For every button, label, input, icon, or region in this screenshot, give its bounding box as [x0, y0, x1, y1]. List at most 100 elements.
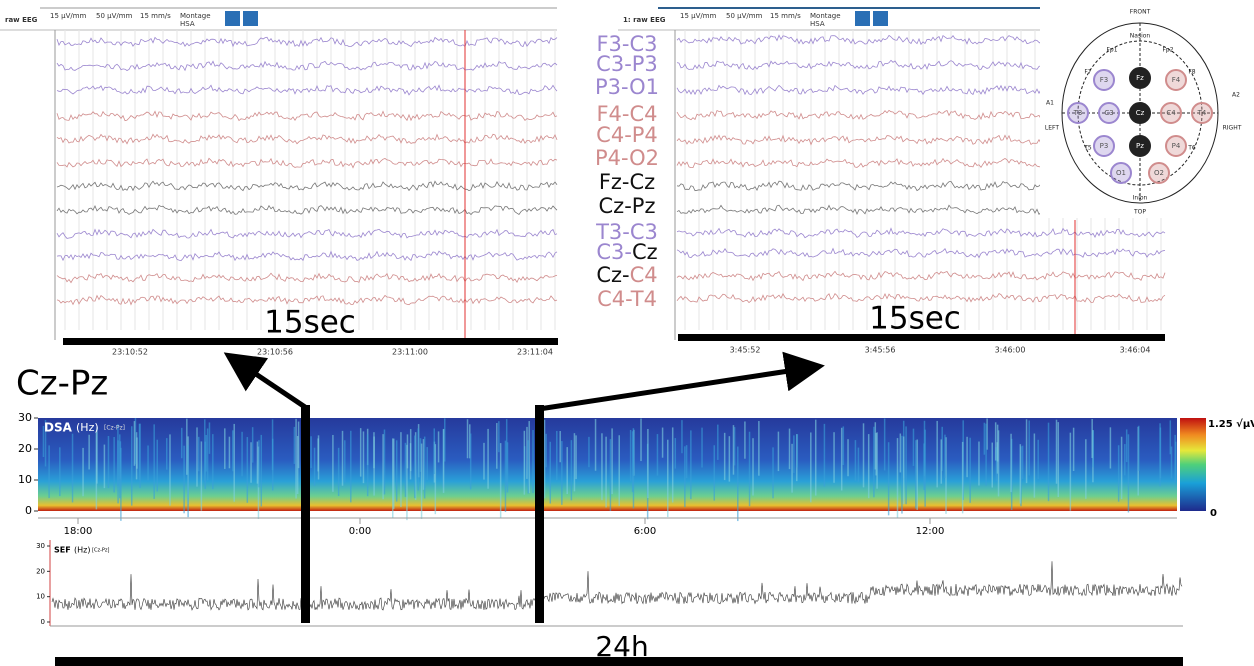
- spectrogram-streak: [983, 422, 986, 455]
- toolbar-button[interactable]: [873, 11, 888, 26]
- spectrogram-streak: [823, 423, 826, 487]
- spectrogram-streak: [945, 437, 947, 514]
- spectrogram-streak: [103, 444, 106, 489]
- spectrogram-streak: [1037, 439, 1039, 479]
- spectrogram-streak: [359, 428, 362, 477]
- channel-part: C3-: [596, 240, 632, 264]
- spectrogram-streak: [135, 432, 138, 480]
- spectrogram-streak: [1033, 433, 1036, 498]
- spectrogram-streak: [134, 418, 137, 465]
- channel-label: C4-T4: [597, 287, 657, 311]
- channel-part: C4: [630, 263, 658, 287]
- spectrogram-streak: [208, 422, 211, 454]
- spectrogram-streak: [1021, 445, 1024, 479]
- spectrogram-streak: [147, 445, 149, 481]
- spectrogram-streak: [400, 432, 402, 507]
- spectrogram-streak: [605, 436, 607, 508]
- sef-unit: (Hz): [74, 546, 90, 555]
- toolbar-button[interactable]: [243, 11, 258, 26]
- spectrogram-streak: [197, 436, 200, 472]
- spectrogram-streak: [713, 445, 716, 501]
- spectrogram-streak: [814, 419, 817, 496]
- spectrogram-streak: [940, 439, 943, 484]
- spectrogram-streak: [296, 435, 299, 495]
- spectrogram-streak: [1069, 432, 1072, 511]
- spectrogram-streak: [916, 439, 918, 510]
- spectrogram-streak: [250, 442, 252, 483]
- spectrogram-streak: [661, 427, 664, 458]
- spectrogram-streak: [684, 446, 686, 508]
- spectrogram-streak: [437, 431, 440, 463]
- spectrogram-streak: [995, 447, 998, 482]
- spectrogram-streak: [499, 443, 502, 518]
- spectrogram-streak: [133, 421, 136, 466]
- spectrogram-streak: [991, 442, 994, 488]
- spectrogram-streak: [414, 435, 416, 499]
- spectrogram-streak: [788, 428, 791, 470]
- spectrogram-streak: [496, 423, 498, 469]
- spectrogram-streak: [748, 431, 751, 507]
- electrode-label: Pz: [1136, 142, 1144, 150]
- channel-label: F4-C4: [596, 102, 657, 126]
- spectrogram-streak: [796, 434, 799, 468]
- spectrogram-streak: [233, 423, 235, 502]
- spectrogram-streak: [246, 437, 249, 503]
- time-label: 23:10:52: [112, 348, 148, 357]
- y-tick-label: 30: [36, 542, 45, 550]
- duration-label: 15sec: [869, 301, 961, 337]
- electrode: [1093, 69, 1115, 91]
- toolbar-button[interactable]: [855, 11, 870, 26]
- electrode-label: T4: [1197, 109, 1207, 117]
- spectrogram-streak: [632, 428, 635, 475]
- spectrogram-streak: [107, 436, 110, 489]
- spectrogram-streak: [434, 444, 437, 515]
- spectrogram-streak: [791, 443, 793, 493]
- channel-part: Cz-Pz: [599, 194, 656, 218]
- montage: Montage: [180, 12, 211, 20]
- electrode-label: F3: [1100, 76, 1108, 84]
- spectrogram-streak: [701, 427, 703, 468]
- spectrogram-streak: [423, 436, 426, 499]
- spectrogram-streak: [685, 445, 688, 479]
- spectrogram-streak: [969, 437, 971, 503]
- spectrogram-streak: [556, 430, 558, 481]
- head-label: F7: [1084, 69, 1091, 76]
- spectrogram-streak: [899, 433, 902, 473]
- spectrogram-streak: [936, 420, 938, 488]
- spectrogram-streak: [545, 433, 547, 468]
- spectrogram-streak: [422, 439, 425, 490]
- time-axis-label: 0:00: [349, 526, 371, 537]
- channel-part: P4-O2: [595, 146, 659, 170]
- spectrogram-streak: [366, 434, 369, 497]
- spectrogram-streak: [601, 433, 603, 501]
- colorbar-min: 0: [1210, 508, 1217, 519]
- spectrogram-streak: [744, 421, 746, 459]
- spectrogram-streak: [840, 427, 843, 491]
- spectrogram-streak: [487, 428, 489, 489]
- eeg-trace: [56, 84, 558, 96]
- spectrogram-streak: [1109, 427, 1112, 469]
- toolbar-button[interactable]: [225, 11, 240, 26]
- channel-label: P4-O2: [595, 146, 659, 170]
- dsa-channel: [Cz-Pz]: [104, 425, 125, 432]
- spectrogram-streak: [395, 440, 398, 502]
- spectrogram-streak: [483, 442, 485, 480]
- sensitivity-1: 15 µV/mm: [680, 12, 717, 20]
- electrode: [1148, 162, 1170, 184]
- spectrogram-streak: [986, 418, 988, 450]
- eeg-trace: [56, 36, 558, 48]
- spectrogram-streak: [1072, 427, 1075, 471]
- eeg-trace: [56, 133, 558, 145]
- spectrogram-streak: [532, 429, 534, 493]
- y-tick-label: 20: [36, 567, 45, 575]
- eeg-trace: [676, 247, 1166, 259]
- spectrogram-streak: [561, 441, 563, 505]
- electrode-label: Cz: [1136, 109, 1145, 117]
- spectrogram-streak: [944, 434, 946, 479]
- spectrogram-streak: [810, 432, 812, 503]
- spectrogram-streak: [758, 421, 760, 476]
- channel-part: P3-O1: [595, 75, 659, 99]
- time-label: 23:11:00: [392, 348, 428, 357]
- y-tick-label: 20: [18, 442, 32, 455]
- speed: 15 mm/s: [140, 12, 171, 20]
